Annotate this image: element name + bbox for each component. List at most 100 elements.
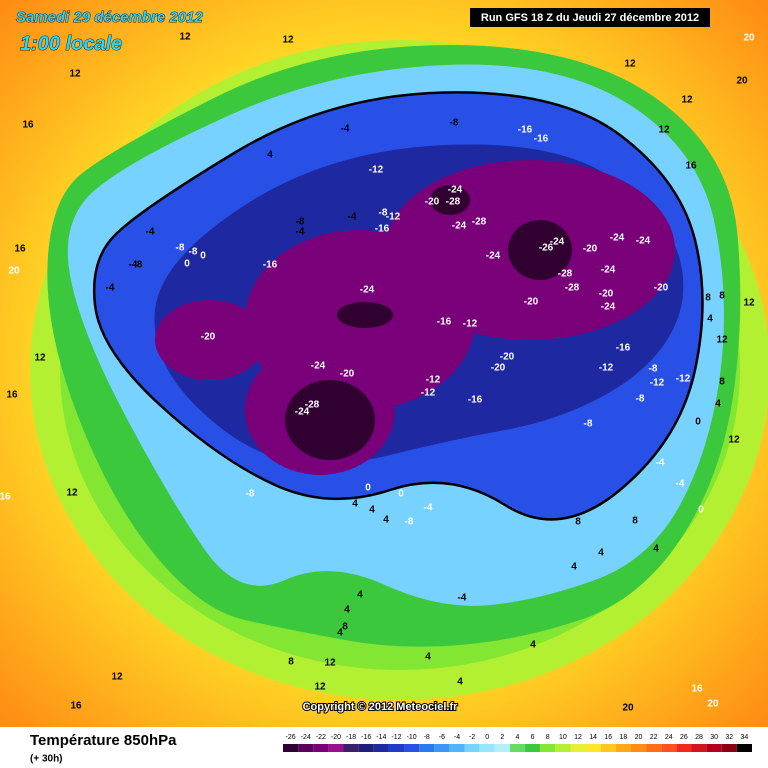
contour-label: -24 (295, 407, 310, 418)
legend-swatch (388, 744, 405, 752)
contour-label: 4 (707, 314, 713, 325)
legend-swatch (585, 744, 601, 752)
date-label: Samedi 29 décembre 2012 (16, 9, 203, 26)
contour-label: 12 (324, 658, 336, 669)
legend-swatch (721, 744, 737, 752)
run-box (470, 8, 710, 27)
legend-swatch (540, 744, 556, 752)
legend-tick-label: 14 (589, 734, 597, 741)
contour-label: -20 (340, 369, 355, 380)
contour-label: -12 (386, 212, 401, 223)
legend-tick-label: 24 (665, 734, 673, 741)
legend-tick-label: -24 (301, 734, 311, 741)
footer-title: Température 850hPa (30, 732, 177, 749)
contour-label: -16 (468, 395, 483, 406)
legend-swatch (313, 744, 329, 752)
contour-label: -24 (610, 233, 625, 244)
legend-tick-label: 2 (500, 734, 504, 741)
contour-label: 0 (184, 259, 190, 270)
contour-label: 8 (288, 657, 294, 668)
contour-label: 4 (715, 399, 721, 410)
legend-swatch (736, 744, 752, 752)
temperature-zone (508, 220, 572, 280)
legend-tick-label: 32 (725, 734, 733, 741)
legend-tick-label: -12 (391, 734, 401, 741)
contour-label: 12 (624, 59, 636, 70)
contour-label: -12 (599, 363, 614, 374)
contour-label: -4 (341, 124, 350, 135)
contour-label: -24 (311, 361, 326, 372)
contour-label: -4 (424, 503, 433, 514)
legend-tick-label: -26 (286, 734, 296, 741)
legend-tick-label: -10 (407, 734, 417, 741)
legend-swatch (509, 744, 526, 752)
contour-label: -16 (534, 134, 549, 145)
contour-label: -8 (189, 247, 198, 258)
lead-time: (+ 30h) (30, 754, 63, 765)
contour-labels: -24-28-24-20-24-20-16 -12-20 -28-24-24 -28-… (0, 32, 755, 714)
contour-label: 16 (22, 120, 34, 131)
legend-tick-label: -6 (439, 734, 445, 741)
contour-label: 0 (200, 251, 206, 262)
legend-swatch (555, 744, 571, 752)
temperature-zone (337, 302, 393, 328)
contour-label: -28 (305, 400, 320, 411)
legend-tick-label: 0 (485, 734, 489, 741)
contour-label: -20 (583, 244, 598, 255)
contour-label: -8 (134, 260, 143, 271)
contour-label: -28 (472, 217, 487, 228)
contour-label: 0 (695, 417, 701, 428)
contour-label: 20 (736, 76, 748, 87)
legend-tick-label: -2 (469, 734, 475, 741)
contour-label: -12 (463, 319, 478, 330)
legend-tick-label: 22 (650, 734, 658, 741)
legend-swatch (570, 744, 586, 752)
temperature-zone (155, 300, 265, 380)
contour-label: -16 (518, 125, 533, 136)
temperature-zone (285, 380, 375, 460)
contour-label: -24 (636, 236, 651, 247)
contour-label: 16 (691, 684, 703, 695)
contour-label: -16 (616, 343, 631, 354)
legend-tick-label: -8 (424, 734, 430, 741)
legend-tick-label: 18 (620, 734, 628, 741)
legend-tick-label: 20 (635, 734, 643, 741)
legend-swatch (600, 744, 616, 752)
contour-label: -4 (106, 283, 115, 294)
contour-label: -12 (676, 374, 691, 385)
contour-label: -4 (296, 227, 305, 238)
contour-label: 12 (34, 353, 46, 364)
contour-label: -12 (369, 165, 384, 176)
contour-label: -20 (491, 363, 506, 374)
contour-label: 0 (698, 505, 704, 516)
legend-swatch (525, 744, 541, 752)
legend-tick-label: 10 (559, 734, 567, 741)
contour-label: 8 (705, 293, 711, 304)
run-label: Run GFS 18 Z du Jeudi 27 décembre 2012 (481, 12, 699, 24)
contour-label: -24 (360, 285, 375, 296)
legend-tick-label: 4 (516, 734, 520, 741)
contour-label: -8 (649, 364, 658, 375)
contour-label: 16 (685, 161, 697, 172)
contour-label: 4 (267, 150, 273, 161)
contour-label: -4 (458, 593, 467, 604)
legend-swatch (676, 744, 692, 752)
color-legend: -26 -24 -22 -20 -18 -16 -14 -12 -10 -8 -6 -4 -2 0 2 4 6 8… (283, 734, 752, 752)
contour-label: 12 (314, 682, 326, 693)
contour-label: 4 (598, 548, 604, 559)
contour-label: -24 (452, 221, 467, 232)
legend-swatch (691, 744, 707, 752)
legend-tick-label: -22 (316, 734, 326, 741)
contour-label: -12 (421, 388, 436, 399)
contour-label: -4 (676, 479, 685, 490)
contour-label: -4 (146, 227, 155, 238)
legend-tick-label: 12 (574, 734, 582, 741)
contour-label: 16 (70, 701, 82, 712)
contour-label: -12 (650, 378, 665, 389)
contour-label: -4 (656, 458, 665, 469)
contour-label: 0 (398, 489, 404, 500)
contour-label: 12 (743, 298, 755, 309)
contour-label: -4 (129, 260, 138, 271)
